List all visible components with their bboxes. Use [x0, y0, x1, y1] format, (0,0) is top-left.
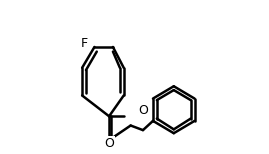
- Text: F: F: [81, 37, 88, 50]
- Text: O: O: [104, 138, 114, 150]
- Text: O: O: [138, 104, 148, 117]
